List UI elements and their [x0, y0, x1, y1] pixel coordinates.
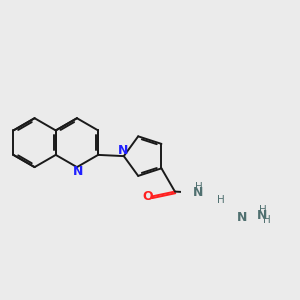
Text: N: N: [118, 144, 128, 157]
Text: N: N: [73, 165, 83, 178]
Text: N: N: [193, 186, 203, 199]
Text: H: H: [263, 215, 271, 225]
Text: N: N: [257, 209, 267, 222]
Text: O: O: [142, 190, 153, 203]
Text: H: H: [259, 206, 267, 215]
Text: H: H: [195, 182, 203, 192]
Text: N: N: [236, 211, 247, 224]
Text: H: H: [217, 195, 224, 205]
